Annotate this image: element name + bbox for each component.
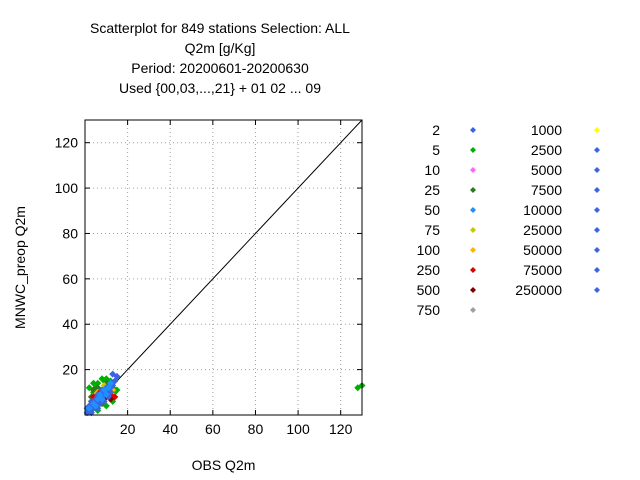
axis-ticks: 20 40 60 80 100 120 20 40 60 80 100 120: [55, 120, 362, 437]
legend-swatch: [470, 227, 476, 233]
legend-swatch: [594, 207, 600, 213]
legend-swatch: [470, 167, 476, 173]
legend-swatch: [470, 267, 476, 273]
x-tick-label: 40: [162, 421, 178, 437]
plot-frame: [84, 119, 363, 416]
x-tick-label: 80: [248, 421, 264, 437]
y-tick-label: 60: [62, 271, 78, 287]
legend-swatch: [594, 247, 600, 253]
legend-swatch: [470, 147, 476, 153]
legend-label: 50: [424, 202, 440, 218]
legend-label: 25: [424, 182, 440, 198]
data-point: [100, 386, 108, 394]
legend-label: 25000: [523, 222, 562, 238]
legend-label: 250: [417, 262, 441, 278]
legend-swatch: [594, 287, 600, 293]
legend-label: 100: [417, 242, 441, 258]
legend-label: 500: [417, 282, 441, 298]
legend-label: 2500: [531, 142, 562, 158]
legend: 2510255075100250500750100025005000750010…: [417, 122, 600, 318]
legend-swatch: [470, 207, 476, 213]
legend-label: 2: [432, 122, 440, 138]
legend-label: 5: [432, 142, 440, 158]
x-tick-label: 60: [205, 421, 221, 437]
legend-swatch: [470, 127, 476, 133]
legend-swatch: [594, 267, 600, 273]
legend-swatch: [594, 127, 600, 133]
legend-label: 5000: [531, 162, 562, 178]
chart-title-line-4: Used {00,03,...,21} + 01 02 ... 09: [119, 80, 321, 96]
x-tick-label: 100: [286, 421, 310, 437]
legend-label: 7500: [531, 182, 562, 198]
legend-swatch: [470, 287, 476, 293]
legend-swatch: [594, 147, 600, 153]
legend-swatch: [594, 187, 600, 193]
y-axis-label: MNWC_preop Q2m: [12, 206, 28, 329]
one-to-one-line: [84, 119, 363, 416]
legend-swatch: [470, 307, 476, 313]
legend-label: 250000: [515, 282, 562, 298]
legend-swatch: [470, 187, 476, 193]
chart-title-line-3: Period: 20200601-20200630: [131, 60, 309, 76]
y-tick-label: 20: [62, 362, 78, 378]
chart-title-line-1: Scatterplot for 849 stations Selection: …: [90, 20, 350, 36]
data-point: [85, 404, 93, 412]
legend-swatch: [594, 167, 600, 173]
data-point: [107, 379, 115, 387]
data-point: [90, 379, 98, 387]
data-points: [83, 370, 366, 417]
legend-label: 10: [424, 162, 440, 178]
y-tick-label: 80: [62, 225, 78, 241]
legend-swatch: [470, 247, 476, 253]
legend-label: 75: [424, 222, 440, 238]
x-tick-label: 120: [329, 421, 353, 437]
chart-title-line-2: Q2m [g/Kg]: [184, 40, 256, 56]
x-tick-label: 20: [120, 421, 136, 437]
legend-swatch: [594, 227, 600, 233]
y-tick-label: 40: [62, 316, 78, 332]
legend-label: 10000: [523, 202, 562, 218]
data-point: [96, 391, 104, 399]
legend-label: 50000: [523, 242, 562, 258]
legend-label: 75000: [523, 262, 562, 278]
x-axis-label: OBS Q2m: [192, 457, 256, 473]
diagonal-reference: [84, 119, 363, 416]
legend-label: 750: [417, 302, 441, 318]
y-tick-label: 100: [55, 180, 79, 196]
data-point: [109, 370, 117, 378]
data-point: [92, 402, 100, 410]
legend-label: 1000: [531, 122, 562, 138]
y-tick-label: 120: [55, 135, 79, 151]
